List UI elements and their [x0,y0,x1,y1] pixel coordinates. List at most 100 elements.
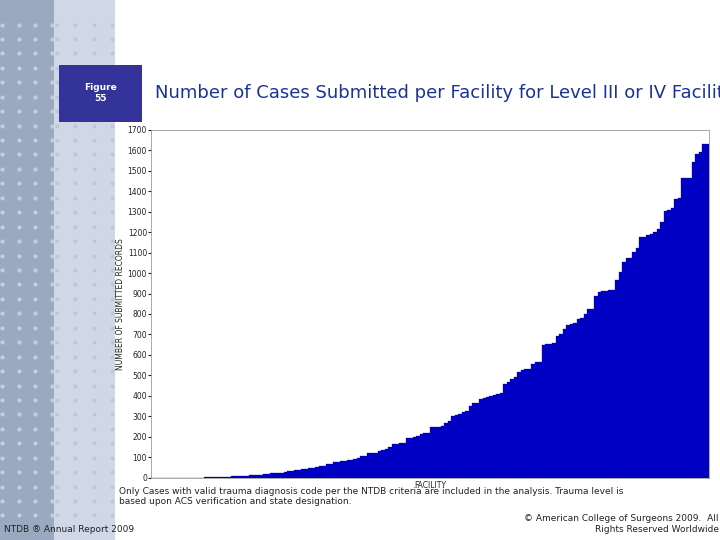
Text: © American College of Surgeons 2009.  All
Rights Reserved Worldwide: © American College of Surgeons 2009. All… [524,514,719,534]
Bar [382,450,385,478]
Bar [490,396,493,478]
Bar [364,456,367,478]
Bar [618,272,622,478]
Bar [378,451,382,478]
Bar [263,474,266,478]
Bar [374,453,378,478]
Bar [444,423,448,478]
Bar [479,399,482,478]
Bar [685,178,688,478]
Bar [441,427,444,478]
Bar [545,344,549,478]
Bar [287,471,291,478]
Bar [249,475,252,478]
Bar [608,290,611,478]
Bar [493,395,497,478]
Bar [524,369,528,478]
Bar [238,476,242,478]
Bar [611,290,615,478]
Bar [622,262,626,478]
Bar [654,233,657,478]
Bar [413,437,416,478]
Bar [601,291,605,478]
Bar [340,462,343,478]
Bar [500,393,503,478]
Bar [706,144,709,478]
Bar [276,473,280,478]
Bar [343,461,346,478]
Bar [657,229,660,478]
Bar [542,345,545,478]
Bar [539,362,541,478]
Bar [217,477,221,478]
Bar [291,471,294,478]
Bar [650,234,654,478]
Bar [458,414,462,478]
Bar [559,334,563,478]
Bar [584,314,587,478]
Bar [409,437,413,478]
Bar [305,469,308,478]
Bar [228,477,231,478]
Bar [486,397,490,478]
Bar [643,237,647,478]
Bar [507,382,510,478]
Bar [514,377,518,478]
Text: Number of Cases Submitted per Facility for Level III or IV Facilities: Number of Cases Submitted per Facility f… [155,84,720,102]
Bar [315,467,319,478]
Bar [420,434,423,478]
Bar [312,468,315,478]
Bar [688,178,692,478]
Bar [210,477,214,478]
Bar [632,252,636,478]
Bar [336,462,340,478]
Bar [497,394,500,478]
Bar [252,475,256,478]
Bar [346,460,350,478]
Text: NTDB ® Annual Report 2009: NTDB ® Annual Report 2009 [4,524,134,534]
X-axis label: FACILITY: FACILITY [414,481,446,490]
Bar [469,406,472,478]
Bar [231,476,235,478]
Bar [399,443,402,478]
Bar [423,433,427,478]
Bar [678,198,681,478]
Bar [475,403,479,478]
Bar [385,449,388,478]
Bar [214,477,217,478]
Bar [528,369,531,478]
Bar [301,469,305,478]
Bar [681,179,685,478]
Bar [615,280,618,478]
Bar [535,362,539,478]
Bar [395,444,399,478]
Bar [259,475,263,478]
Text: Figure
55: Figure 55 [84,84,117,103]
Bar [590,308,594,478]
Bar [270,473,274,478]
Bar [256,475,259,478]
Bar [671,208,675,478]
Bar [367,454,371,478]
Bar [371,453,374,478]
Bar [472,403,475,478]
Bar [225,477,228,478]
Bar [274,473,276,478]
Bar [266,474,270,478]
Bar [629,258,632,478]
Bar [587,309,590,478]
Bar [361,456,364,478]
Bar [531,364,535,478]
Bar [322,466,325,478]
Bar [392,444,395,478]
Bar [549,344,552,478]
Bar [556,336,559,478]
Bar [221,477,225,478]
Bar [406,438,409,478]
Bar [427,433,431,478]
Bar [416,436,420,478]
Bar [246,476,249,478]
Bar [448,422,451,478]
Bar [325,464,329,478]
Bar [580,318,584,478]
